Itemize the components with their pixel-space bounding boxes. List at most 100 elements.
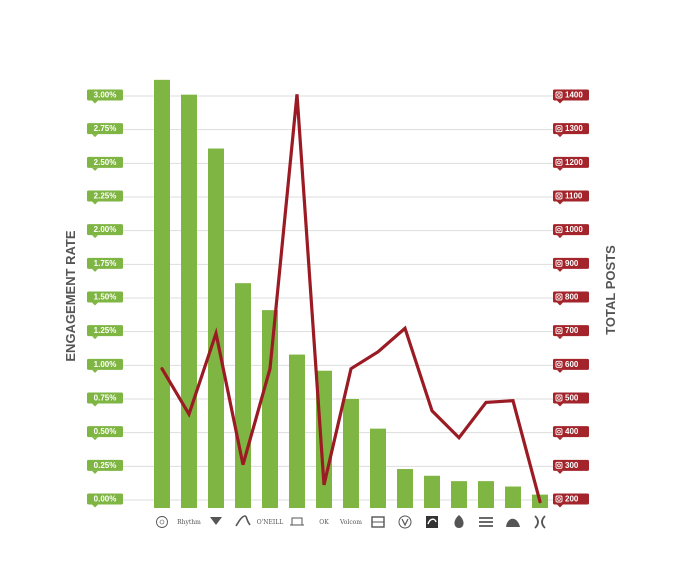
camera-icon	[555, 259, 563, 267]
y2-tick-label: 600	[565, 360, 579, 369]
dark-seas-logo-icon	[290, 517, 304, 526]
volcom-logo-icon	[398, 515, 412, 529]
camera-icon	[555, 428, 563, 436]
y-tick-label: 2.00%	[94, 225, 117, 234]
camera-icon	[555, 192, 563, 200]
y-tick-badge	[87, 89, 123, 101]
camera-icon	[555, 461, 563, 469]
x-tick-logo	[479, 517, 493, 527]
y2-tick-pointer	[557, 235, 563, 239]
camera-lens-icon	[557, 396, 561, 400]
x-tick-logo	[371, 516, 385, 528]
bar	[289, 354, 305, 508]
y-tick-label: 0.50%	[94, 427, 117, 436]
y-axis-title: ENGAGEMENT RATE	[63, 230, 78, 362]
y-tick-pointer	[92, 167, 98, 171]
x-tick-logo	[235, 515, 251, 527]
camera-lens-icon	[557, 227, 561, 232]
x-tick-label: Volcom	[339, 519, 362, 526]
y-tick-badge	[87, 156, 123, 168]
y-tick-badge	[87, 392, 123, 404]
y-tick-pointer	[92, 235, 98, 239]
quiksilver-logo-icon	[506, 518, 520, 527]
bar	[181, 94, 197, 509]
y2-tick-pointer	[557, 134, 563, 138]
y-tick-badge	[87, 224, 123, 236]
y-tick-label: 3.00%	[94, 91, 117, 100]
bar	[208, 148, 224, 508]
bar	[262, 310, 278, 508]
camera-icon	[555, 125, 563, 133]
y-tick-pointer	[92, 100, 98, 104]
x-tick-logo: OK	[319, 519, 329, 526]
bar	[451, 481, 467, 508]
y2-tick-pointer	[557, 437, 563, 441]
y2-tick-label: 300	[565, 461, 579, 470]
y-tick-pointer	[92, 302, 98, 306]
y-tick-badge	[87, 291, 123, 303]
right-axis-ticks: 200 300 400 500 600 700 800 900 1000 1100 1200 1300…	[553, 89, 589, 508]
y2-tick-label: 1200	[565, 158, 583, 167]
bar	[424, 475, 440, 508]
y-tick-badge	[87, 257, 123, 269]
camera-lens-icon	[557, 362, 561, 367]
y-tick-badge	[87, 426, 123, 438]
y-tick-label: 1.00%	[94, 360, 117, 369]
camera-icon	[555, 158, 563, 166]
y-tick-badge	[87, 123, 123, 135]
camera-lens-icon	[557, 328, 561, 333]
y-tick-pointer	[92, 201, 98, 205]
x-tick-label: O'NEILL	[257, 519, 284, 526]
camera-lens-icon	[557, 261, 561, 266]
camera-icon	[555, 293, 563, 301]
y2-axis-title: TOTAL POSTS	[603, 245, 618, 335]
y2-tick-label: 200	[565, 495, 579, 504]
bar	[370, 428, 386, 508]
x-tick-logo	[506, 518, 520, 527]
x-axis-categories: Rhythm O'NEILL OK Volcom	[156, 515, 546, 529]
camera-lens-icon	[557, 194, 561, 198]
camera-lens-icon	[557, 160, 561, 165]
y2-tick-pointer	[557, 470, 563, 474]
x-tick-logo	[290, 517, 304, 526]
camera-icon	[555, 226, 563, 234]
y-tick-badge	[87, 459, 123, 471]
bar	[505, 486, 521, 508]
camera-lens-icon	[557, 295, 561, 299]
rip-curl-wave-icon	[427, 518, 437, 525]
y-tick-badge	[87, 358, 123, 370]
x-tick-logo: Volcom	[339, 519, 362, 526]
camera-icon	[555, 495, 563, 503]
y2-tick-label: 900	[565, 259, 579, 268]
billabong-logo-icon	[479, 517, 493, 527]
x-tick-logo: O'NEILL	[257, 519, 284, 526]
x-tick-logo	[156, 516, 168, 528]
camera-lens-icon	[557, 463, 561, 468]
camera-icon	[555, 360, 563, 368]
camera-lens-icon	[557, 497, 561, 501]
camera-icon	[555, 91, 563, 99]
y2-tick-label: 1400	[565, 91, 583, 100]
camera-icon	[555, 394, 563, 402]
y2-tick-pointer	[557, 201, 563, 205]
y2-tick-label: 400	[565, 427, 579, 436]
y-tick-label: 1.25%	[94, 326, 117, 335]
camera-lens-icon	[557, 429, 561, 434]
y-tick-pointer	[92, 403, 98, 407]
bar-series	[154, 79, 548, 509]
y2-tick-pointer	[557, 167, 563, 171]
x-tick-logo	[210, 517, 222, 525]
rip-curl-logo-icon	[426, 516, 438, 528]
y-tick-label: 0.00%	[94, 495, 117, 504]
y-tick-pointer	[92, 504, 98, 508]
y2-tick-label: 1100	[565, 192, 583, 201]
x-tick-label: Rhythm	[177, 519, 201, 526]
y-tick-pointer	[92, 369, 98, 373]
y-tick-pointer	[92, 437, 98, 441]
x-tick-logo	[454, 515, 464, 528]
bar	[478, 481, 494, 508]
y-tick-label: 1.50%	[94, 293, 117, 302]
element-logo-icon	[156, 516, 168, 528]
y-tick-label: 2.75%	[94, 124, 117, 133]
line-series	[160, 94, 542, 504]
